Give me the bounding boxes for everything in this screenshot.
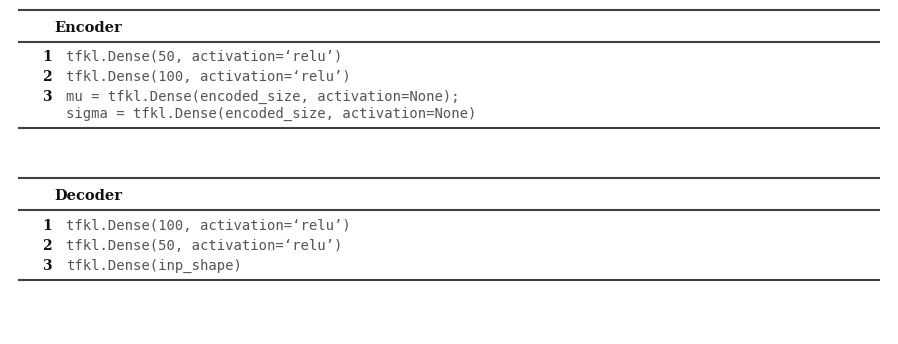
Text: sigma = tfkl.Dense(encoded_size, activation=None): sigma = tfkl.Dense(encoded_size, activat… (66, 107, 476, 121)
Text: 3: 3 (42, 90, 52, 104)
Text: 1: 1 (42, 50, 52, 64)
Text: 1: 1 (42, 219, 52, 233)
Text: 2: 2 (42, 70, 52, 84)
Text: mu = tfkl.Dense(encoded_size, activation=None);: mu = tfkl.Dense(encoded_size, activation… (66, 90, 460, 104)
Text: Encoder: Encoder (54, 21, 122, 35)
Text: tfkl.Dense(inp_shape): tfkl.Dense(inp_shape) (66, 259, 242, 273)
Text: 2: 2 (42, 239, 52, 253)
Text: tfkl.Dense(50, activation=‘relu’): tfkl.Dense(50, activation=‘relu’) (66, 239, 342, 253)
Text: 3: 3 (42, 259, 52, 273)
Text: tfkl.Dense(100, activation=‘relu’): tfkl.Dense(100, activation=‘relu’) (66, 219, 351, 233)
Text: tfkl.Dense(100, activation=‘relu’): tfkl.Dense(100, activation=‘relu’) (66, 70, 351, 84)
Text: tfkl.Dense(50, activation=‘relu’): tfkl.Dense(50, activation=‘relu’) (66, 50, 342, 64)
Text: Decoder: Decoder (54, 189, 122, 203)
